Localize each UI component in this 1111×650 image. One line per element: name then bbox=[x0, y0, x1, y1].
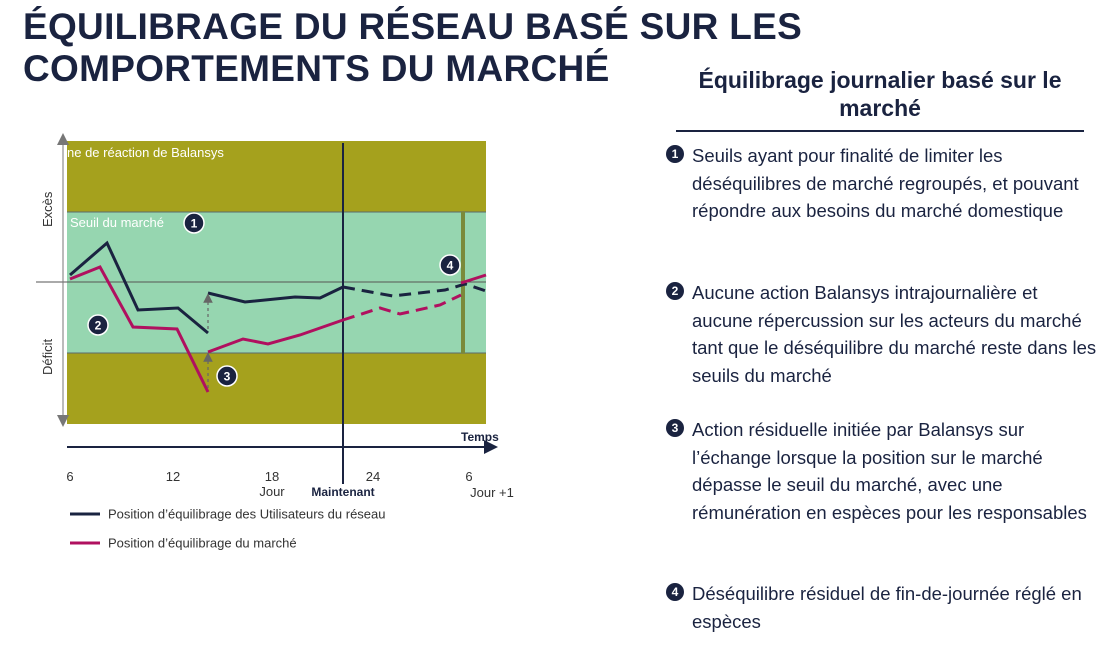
list-item: 4 Déséquilibre résiduel de fin-de-journé… bbox=[662, 580, 1102, 635]
badge-3: 3 bbox=[216, 365, 238, 387]
deficit-label: Déficit bbox=[40, 338, 55, 375]
excess-label: Excès bbox=[40, 191, 55, 227]
tick-label: 6 bbox=[465, 469, 472, 484]
series-market-solid-2 bbox=[207, 318, 344, 354]
number-badge-3: 3 bbox=[666, 419, 684, 437]
number-badge-2: 2 bbox=[666, 282, 684, 300]
time-label: Temps bbox=[461, 430, 499, 444]
badge-2: 2 bbox=[87, 314, 109, 336]
tick-label: 6 bbox=[66, 469, 73, 484]
x-axis-arrow bbox=[484, 440, 498, 454]
reaction-zone-label: ne de réaction de Balansys bbox=[67, 145, 224, 160]
balancing-diagram: ne de réaction de Balansys Seuil du marc… bbox=[0, 125, 540, 565]
list-item-text: Seuils ayant pour finalité de limiter le… bbox=[692, 145, 1079, 221]
tick-label: 24 bbox=[366, 469, 380, 484]
series-market-solid-1 bbox=[69, 265, 210, 393]
list-item-text: Action résiduelle initiée par Balansys s… bbox=[692, 419, 1087, 523]
threshold-zone-label: Seuil du marché bbox=[70, 215, 164, 230]
legend-label-users: Position d’équilibrage des Utilisateurs … bbox=[108, 507, 386, 522]
list-item: 3 Action résiduelle initiée par Balansys… bbox=[662, 416, 1102, 526]
now-label: Maintenant bbox=[311, 485, 374, 499]
reaction-zone-top bbox=[67, 141, 486, 212]
series-market-end bbox=[460, 273, 487, 285]
list-item-text: Aucune action Balansys intrajournalière … bbox=[692, 282, 1097, 386]
list-item: 2 Aucune action Balansys intrajournalièr… bbox=[662, 279, 1102, 389]
series-users-dashed bbox=[342, 282, 487, 298]
badge-4: 4 bbox=[439, 254, 461, 276]
page-title: ÉQUILIBRAGE DU RÉSEAU BASÉ SUR LES COMPO… bbox=[23, 6, 803, 89]
diagram-svg: ne de réaction de Balansys Seuil du marc… bbox=[36, 133, 514, 551]
svg-text:2: 2 bbox=[95, 319, 102, 333]
series-users-solid-1 bbox=[69, 240, 209, 335]
panel-title: Équilibrage journalier basé sur le march… bbox=[676, 66, 1084, 132]
svg-text:4: 4 bbox=[447, 259, 454, 273]
tick-label: 12 bbox=[166, 469, 180, 484]
number-badge-4: 4 bbox=[666, 583, 684, 601]
explanation-panel: Équilibrage journalier basé sur le march… bbox=[662, 66, 1102, 632]
list-item: 1 Seuils ayant pour finalité de limiter … bbox=[662, 142, 1102, 225]
tick-label: 18 bbox=[265, 469, 279, 484]
svg-text:3: 3 bbox=[224, 370, 231, 384]
svg-text:1: 1 bbox=[191, 217, 198, 231]
series-market-dashed bbox=[342, 293, 462, 322]
badge-1: 1 bbox=[183, 212, 205, 234]
y-axis-arrow-top bbox=[57, 133, 69, 145]
legend-label-market: Position d’équilibrage du marché bbox=[108, 536, 297, 551]
day-label: Jour bbox=[259, 484, 285, 499]
next-day-label: Jour +1 bbox=[470, 485, 514, 500]
y-axis-arrow-bottom bbox=[57, 415, 69, 427]
series-users-solid-2 bbox=[207, 285, 344, 304]
reaction-zone-bottom bbox=[67, 353, 486, 424]
number-badge-1: 1 bbox=[666, 145, 684, 163]
list-item-text: Déséquilibre résiduel de fin-de-journée … bbox=[692, 583, 1082, 632]
